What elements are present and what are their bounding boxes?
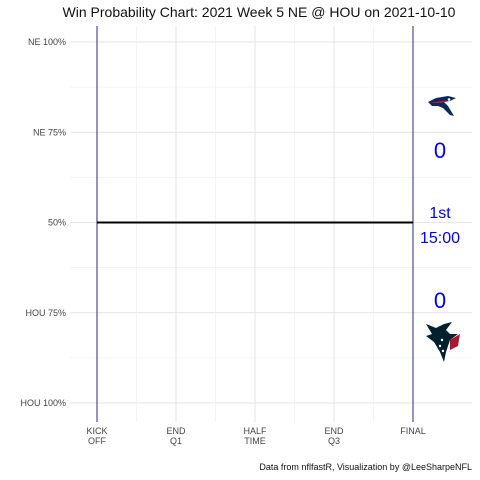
x-tick-label-line: FINAL: [400, 426, 426, 436]
quarter-label: 1st: [429, 205, 451, 222]
grid: [70, 26, 472, 422]
x-tick-label-line: HALF: [243, 426, 267, 436]
texans-logo: [426, 322, 460, 362]
y-tick-label: 50%: [48, 218, 66, 228]
y-tick-label: HOU 75%: [25, 308, 66, 318]
patriots-logo: [428, 96, 456, 116]
x-tick-label: END Q1: [166, 426, 186, 446]
caption: Data from nflfastR, Visualization by @Le…: [259, 462, 472, 472]
x-tick-label: FINAL: [400, 426, 426, 436]
x-tick-label-line: Q1: [170, 436, 182, 446]
period-lines: [96, 26, 414, 422]
away-score: 0: [434, 138, 446, 163]
y-axis: NE 100% NE 75% 50% HOU 75% HOU 100%: [20, 37, 66, 408]
home-score: 0: [434, 288, 446, 313]
y-tick-label: NE 75%: [33, 127, 66, 137]
y-tick-label: HOU 100%: [20, 398, 66, 408]
x-tick-label-line: TIME: [244, 436, 266, 446]
x-tick-label-line: OFF: [88, 436, 106, 446]
x-tick-label: END Q3: [324, 426, 344, 446]
x-tick-label-line: KICK: [86, 426, 107, 436]
chart-title: Win Probability Chart: 2021 Week 5 NE @ …: [63, 4, 456, 20]
x-tick-label-line: Q3: [328, 436, 340, 446]
x-tick-label: HALF TIME: [243, 426, 267, 446]
x-tick-label: KICK OFF: [86, 426, 107, 446]
y-tick-label: NE 100%: [28, 37, 66, 47]
game-clock: 15:00: [420, 230, 460, 247]
x-tick-label-line: END: [324, 426, 344, 436]
x-tick-label-line: END: [166, 426, 186, 436]
